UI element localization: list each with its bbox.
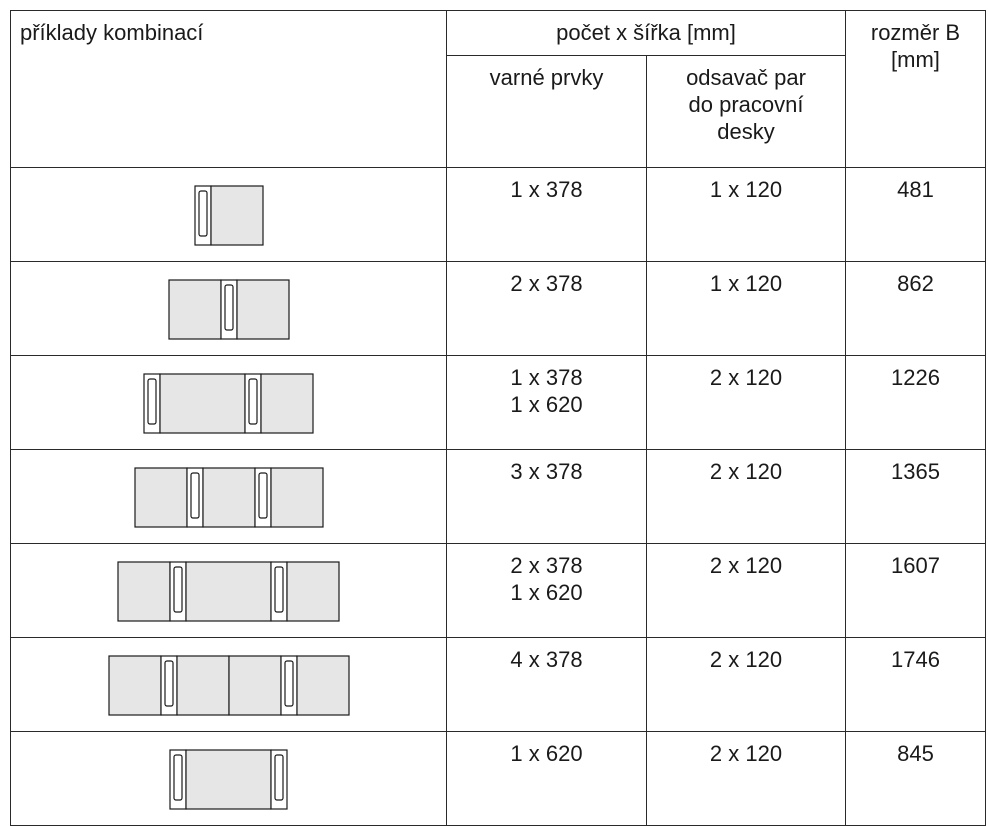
combination-diagram-cell [10,731,447,826]
hobs-cell: 2 x 378 1 x 620 [446,543,647,638]
hobs-value: 2 x 378 [510,553,583,578]
dimension-b-cell: 1226 [845,355,986,450]
extractor-cell: 2 x 120 [646,543,846,638]
combination-diagram-cell [10,355,447,450]
hobs-cell: 4 x 378 [446,637,647,732]
table-row: 1 x 620 2 x 120 845 [10,731,986,826]
combination-diagram [117,561,340,622]
header-extractor-line2: do pracovní [688,92,804,117]
hob-module-shape [286,561,340,622]
extractor-cell: 2 x 120 [646,355,846,450]
hobs-cell: 1 x 620 [446,731,647,826]
dimension-b-cell: 845 [845,731,986,826]
hobs-cell: 3 x 378 [446,449,647,544]
hobs-value: 1 x 378 [510,365,583,390]
extractor-cell: 2 x 120 [646,449,846,544]
extractor-cell: 1 x 120 [646,167,846,262]
table-body: příklady kombinací počet x šířka [mm] ro… [10,10,986,826]
hob-module-shape [269,467,324,528]
dimension-b-cell: 481 [845,167,986,262]
table-row: 4 x 378 2 x 120 1746 [10,637,986,732]
extractor-slot-shape [172,754,183,801]
hobs-cell: 2 x 378 [446,261,647,356]
extractor-slot-shape [223,284,234,331]
combination-diagram [167,279,290,340]
table-row: 2 x 378 1 x 620 2 x 120 1607 [10,543,986,638]
combination-diagram [142,373,314,434]
extractor-slot-shape [247,378,258,425]
hob-module-shape [201,467,256,528]
table-row: 1 x 378 1 x 120 481 [10,167,986,262]
extractor-slot-shape [274,566,284,613]
header-count-width: počet x šířka [mm] [446,10,846,56]
extractor-slot-shape [283,660,294,707]
hobs-value: 1 x 620 [510,392,583,417]
header-dimension-b: rozměr B [mm] [845,10,986,168]
hobs-value: 1 x 620 [510,580,583,605]
combination-diagram-cell [10,449,447,544]
hobs-value: 1 x 378 [510,177,583,202]
hob-module-shape [158,373,246,434]
header-combinations: příklady kombinací [10,10,447,168]
header-hobs: varné prvky [446,55,647,168]
extractor-slot-shape [273,754,284,801]
hob-module-shape [107,655,162,716]
hob-module-shape [167,279,222,340]
hob-module-shape [184,749,272,810]
dimension-b-cell: 1746 [845,637,986,732]
extractor-slot-shape [163,660,174,707]
header-extractor-line1: odsavač par [686,65,806,90]
hobs-value: 2 x 378 [510,271,583,296]
dimension-b-cell: 862 [845,261,986,356]
combination-diagram-cell [10,261,447,356]
hobs-value: 3 x 378 [510,459,583,484]
combination-diagram-cell [10,167,447,262]
dimension-b-cell: 1365 [845,449,986,544]
combination-diagram [133,467,324,528]
table-row: 1 x 378 1 x 620 2 x 120 1226 [10,355,986,450]
dimension-b-cell: 1607 [845,543,986,638]
hob-module-shape [117,561,171,622]
hobs-value: 1 x 620 [510,741,583,766]
hob-module-shape [209,185,264,246]
hobs-value: 4 x 378 [510,647,583,672]
combination-diagram [107,655,350,716]
extractor-cell: 2 x 120 [646,637,846,732]
extractor-slot-shape [197,190,208,237]
combinations-table: příklady kombinací počet x šířka [mm] ro… [10,10,986,826]
hob-module-shape [235,279,290,340]
header-extractor: odsavač par do pracovní desky [646,55,846,168]
hob-module-shape [133,467,188,528]
extractor-slot-shape [146,378,157,425]
combination-diagram-cell [10,637,447,732]
hobs-cell: 1 x 378 [446,167,647,262]
extractor-slot-shape [257,472,268,519]
combination-diagram [193,185,264,246]
header-row-1: příklady kombinací počet x šířka [mm] ro… [10,10,986,168]
hob-module-shape [227,655,282,716]
hob-module-shape [259,373,314,434]
extractor-cell: 2 x 120 [646,731,846,826]
header-dimension-b-line1: rozměr B [870,20,961,45]
hob-module-shape [185,561,272,622]
combination-diagram-cell [10,543,447,638]
header-row-2: varné prvky odsavač par do pracovní desk… [11,55,986,168]
extractor-slot-shape [189,472,200,519]
table-row: 3 x 378 2 x 120 1365 [10,449,986,544]
combination-diagram [168,749,288,810]
hobs-cell: 1 x 378 1 x 620 [446,355,647,450]
header-extractor-line3: desky [717,119,775,144]
extractor-slot-shape [173,566,183,613]
header-dimension-b-line2: [mm] [891,47,940,72]
hob-module-shape [175,655,230,716]
extractor-cell: 1 x 120 [646,261,846,356]
table-row: 2 x 378 1 x 120 862 [10,261,986,356]
hob-module-shape [295,655,350,716]
